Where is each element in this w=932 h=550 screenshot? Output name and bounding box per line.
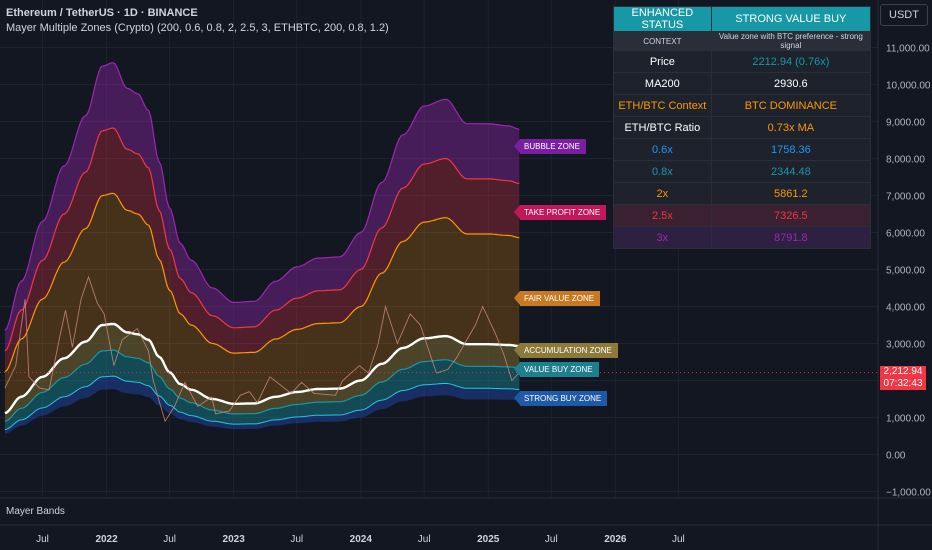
zone-bands bbox=[4, 62, 520, 434]
status-row-label: ETH/BTC Ratio bbox=[613, 116, 712, 139]
status-row-value: 0.73x MA bbox=[710, 116, 872, 139]
status-header-right: STRONG VALUE BUY bbox=[710, 6, 872, 32]
status-row-label: ETH/BTC Context bbox=[613, 94, 712, 117]
status-row: ETH/BTC Ratio 0.73x MA bbox=[613, 116, 872, 139]
status-row-label: 0.8x bbox=[613, 160, 712, 183]
status-row: 2x 5861.2 bbox=[613, 182, 872, 205]
zone-label-fair-value: FAIR VALUE ZONE bbox=[513, 290, 601, 306]
y-tick-label: 10,000.00 bbox=[886, 81, 931, 92]
y-tick-label: 7,000.00 bbox=[886, 192, 925, 203]
x-tick-label: 2023 bbox=[223, 534, 246, 545]
status-row-label: 3x bbox=[613, 226, 712, 249]
x-tick-label: 2026 bbox=[604, 534, 627, 545]
y-tick-label: 11,000.00 bbox=[886, 44, 930, 55]
zone-label-accumulation: ACCUMULATION ZONE bbox=[514, 342, 618, 358]
x-tick-label: 2022 bbox=[95, 534, 118, 545]
status-row-label: 2.5x bbox=[613, 204, 712, 227]
status-row-value: 2344.48 bbox=[710, 160, 872, 183]
y-tick-label: 5,000.00 bbox=[886, 266, 925, 277]
x-tick-label: Jul bbox=[418, 534, 431, 545]
x-tick-label: Jul bbox=[545, 534, 558, 545]
status-row-label: Price bbox=[613, 50, 712, 73]
price-tag-countdown: 07:32:43 bbox=[883, 378, 923, 389]
zone-label-bubble: BUBBLE ZONE bbox=[513, 139, 587, 155]
status-row: 0.8x 2344.48 bbox=[613, 160, 872, 183]
fair-value-line bbox=[4, 192, 520, 373]
status-context-left: CONTEXT bbox=[613, 31, 712, 51]
value-buy-line bbox=[4, 349, 520, 422]
currency-button[interactable]: USDT bbox=[880, 4, 928, 26]
price-tag: 2,212.94 07:32:43 bbox=[880, 366, 926, 390]
zone-label-value-buy: VALUE BUY ZONE bbox=[514, 362, 599, 378]
zone-lines bbox=[4, 62, 520, 431]
y-tick-label: 4,000.00 bbox=[886, 303, 925, 314]
status-row-value: 8791.8 bbox=[710, 226, 872, 249]
y-tick-label: −1,000.00 bbox=[886, 488, 931, 499]
x-tick-label: 2025 bbox=[477, 534, 500, 545]
indicator-title: Mayer Multiple Zones (Crypto) (200, 0.6,… bbox=[6, 22, 389, 34]
fair-value-band bbox=[4, 193, 520, 414]
x-tick-label: 2024 bbox=[350, 534, 373, 545]
bubble-band bbox=[4, 62, 520, 351]
status-row: 3x 8791.8 bbox=[613, 226, 872, 249]
zone-label-strong-buy: STRONG BUY ZONE bbox=[513, 390, 608, 406]
grid bbox=[0, 0, 878, 498]
price-tag-value: 2,212.94 bbox=[883, 366, 923, 377]
value-buy-band bbox=[4, 350, 520, 430]
ma200-line bbox=[4, 322, 520, 415]
chart-header: Ethereum / TetherUS · 1D · BINANCE Mayer… bbox=[6, 6, 389, 36]
status-table: ENHANCED STATUS STRONG VALUE BUY CONTEXT… bbox=[613, 6, 872, 249]
status-row-label: MA200 bbox=[613, 72, 712, 95]
status-row-value: BTC DOMINANCE bbox=[710, 94, 872, 117]
status-row-label: 2x bbox=[613, 182, 712, 205]
x-tick-label: Jul bbox=[290, 534, 303, 545]
status-row: MA200 2930.6 bbox=[613, 72, 872, 95]
status-header-left: ENHANCED STATUS bbox=[613, 6, 712, 32]
status-row: ETH/BTC Context BTC DOMINANCE bbox=[613, 94, 872, 117]
price-series bbox=[0, 275, 878, 423]
bubble-line bbox=[4, 62, 520, 331]
status-row: 0.6x 1758.36 bbox=[613, 138, 872, 161]
status-row-value: 2212.94 (0.76x) bbox=[710, 50, 872, 73]
zone-label-take-profit: TAKE PROFIT ZONE bbox=[513, 205, 607, 221]
x-tick-label: Jul bbox=[672, 534, 685, 545]
y-tick-label: 6,000.00 bbox=[886, 229, 925, 240]
status-row-value: 5861.2 bbox=[710, 182, 872, 205]
pane-label: Mayer Bands bbox=[6, 506, 65, 517]
y-tick-label: 9,000.00 bbox=[886, 118, 925, 129]
status-row-value: 7326.5 bbox=[710, 204, 872, 227]
accumulation-band bbox=[4, 323, 520, 422]
status-row: Price 2212.94 (0.76x) bbox=[613, 50, 872, 73]
take-profit-line bbox=[4, 127, 520, 352]
y-tick-label: 1,000.00 bbox=[886, 414, 925, 425]
price-line bbox=[4, 275, 520, 423]
x-tick-label: Jul bbox=[163, 534, 176, 545]
y-tick-label: 3,000.00 bbox=[886, 340, 925, 351]
status-row: 2.5x 7326.5 bbox=[613, 204, 872, 227]
status-header-row: ENHANCED STATUS STRONG VALUE BUY bbox=[613, 6, 872, 32]
symbol-title: Ethereum / TetherUS · 1D · BINANCE bbox=[6, 7, 198, 19]
status-row-value: 1758.36 bbox=[710, 138, 872, 161]
take-profit-band bbox=[4, 128, 520, 372]
status-context-row: CONTEXT Value zone with BTC preference -… bbox=[613, 31, 872, 51]
status-context-right: Value zone with BTC preference - strong … bbox=[710, 31, 872, 51]
strong-buy-band bbox=[4, 376, 520, 434]
strong-buy-line bbox=[4, 375, 520, 431]
x-tick-label: Jul bbox=[36, 534, 49, 545]
y-tick-label: 8,000.00 bbox=[886, 155, 925, 166]
y-tick-label: 0.00 bbox=[886, 451, 906, 462]
status-row-value: 2930.6 bbox=[710, 72, 872, 95]
status-row-label: 0.6x bbox=[613, 138, 712, 161]
